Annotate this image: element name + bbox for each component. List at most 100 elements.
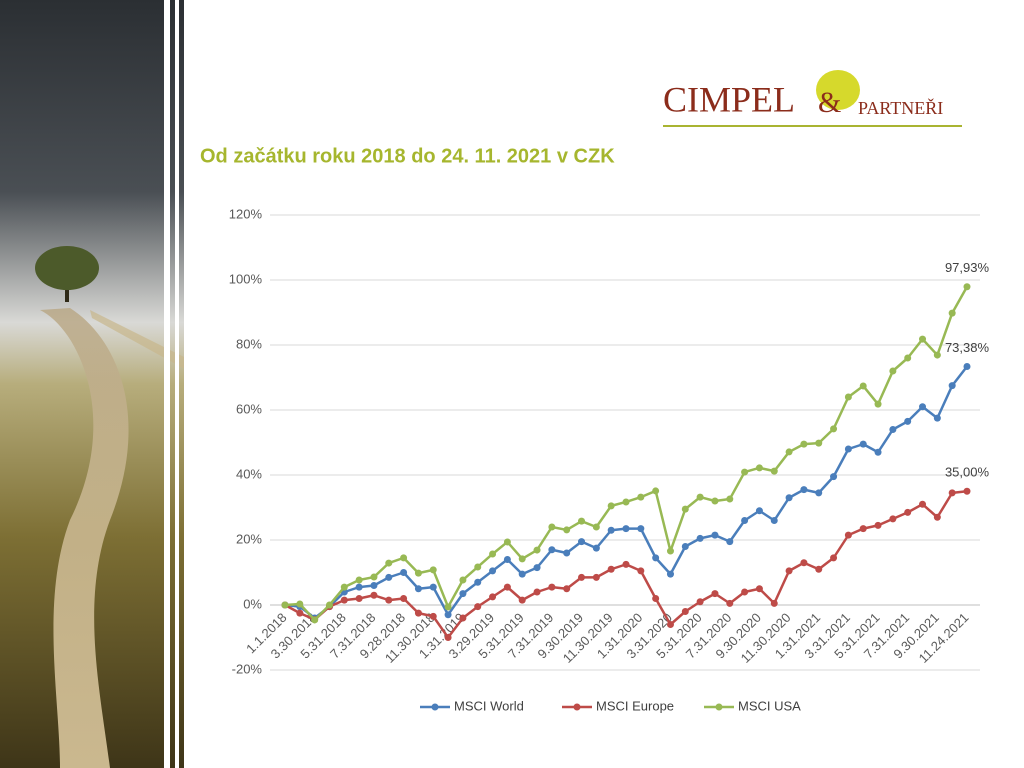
data-point	[340, 583, 348, 591]
data-point	[563, 549, 571, 557]
y-tick-label: 80%	[236, 336, 262, 351]
legend-marker	[573, 703, 581, 711]
data-point	[726, 599, 734, 607]
data-point	[785, 567, 793, 575]
data-point	[696, 534, 704, 542]
data-point	[666, 570, 674, 578]
data-point	[874, 521, 882, 529]
data-label: 35,00%	[945, 465, 990, 480]
data-point	[385, 596, 393, 604]
data-point	[844, 445, 852, 453]
background-photo	[0, 0, 190, 768]
data-point	[755, 507, 763, 515]
legend-label: MSCI USA	[738, 698, 801, 713]
data-point	[889, 515, 897, 523]
data-point	[874, 448, 882, 456]
data-point	[459, 590, 467, 598]
data-point	[503, 538, 511, 546]
y-tick-label: 120%	[229, 206, 263, 221]
data-point	[741, 588, 749, 596]
y-tick-label: -20%	[232, 661, 263, 676]
data-point	[607, 526, 615, 534]
y-tick-label: 20%	[236, 531, 262, 546]
logo-emblem	[816, 70, 860, 110]
data-point	[400, 569, 408, 576]
data-point	[726, 538, 734, 546]
data-point	[696, 493, 704, 501]
data-point	[444, 611, 452, 619]
data-point	[963, 487, 971, 495]
data-point	[296, 609, 304, 617]
data-point	[874, 400, 882, 408]
data-point	[844, 531, 852, 539]
data-point	[815, 565, 823, 573]
data-point	[474, 563, 482, 571]
data-point	[681, 608, 689, 615]
data-point	[503, 556, 511, 563]
data-point	[414, 609, 422, 617]
data-point	[770, 599, 778, 607]
data-point	[948, 309, 956, 317]
data-point	[711, 531, 719, 539]
y-tick-label: 0%	[243, 596, 262, 611]
data-point	[652, 554, 660, 562]
data-point	[622, 525, 630, 533]
data-point	[859, 382, 867, 390]
data-point	[414, 585, 422, 593]
data-point	[652, 487, 660, 495]
legend-marker	[431, 703, 439, 711]
data-point	[459, 614, 467, 622]
data-point	[963, 283, 971, 291]
data-point	[859, 440, 867, 448]
data-point	[681, 543, 689, 550]
data-point	[844, 393, 852, 401]
data-point	[800, 559, 808, 567]
data-point	[518, 555, 526, 563]
data-point	[785, 494, 793, 502]
data-point	[889, 367, 897, 375]
data-point	[607, 502, 615, 510]
data-point	[548, 583, 556, 591]
legend-marker	[715, 703, 723, 711]
data-point	[563, 585, 571, 593]
data-label: 73,38%	[945, 340, 990, 355]
data-point	[607, 565, 615, 573]
data-point	[296, 600, 304, 608]
subtitle: Od začátku roku 2018 do 24. 11. 2021 v C…	[200, 145, 615, 167]
data-point	[859, 525, 867, 533]
series-line	[284, 286, 969, 622]
logo-amp: &	[818, 86, 841, 119]
data-point	[933, 513, 941, 521]
data-point	[489, 550, 497, 558]
data-point	[755, 464, 763, 472]
data-point	[785, 448, 793, 456]
data-point	[666, 621, 674, 628]
data-point	[933, 351, 941, 359]
data-point	[503, 583, 511, 591]
data-point	[711, 590, 719, 598]
data-point	[355, 583, 363, 591]
data-point	[933, 414, 941, 422]
data-point	[681, 505, 689, 513]
data-point	[592, 523, 600, 531]
data-point	[800, 486, 808, 494]
data-point	[370, 591, 378, 599]
data-point	[400, 595, 408, 602]
data-point	[830, 473, 838, 481]
data-point	[652, 595, 660, 602]
data-point	[815, 489, 823, 497]
data-point	[518, 596, 526, 604]
data-point	[919, 335, 927, 343]
data-point	[563, 526, 571, 534]
data-point	[548, 523, 556, 531]
legend-label: MSCI Europe	[596, 698, 674, 713]
data-point	[889, 426, 897, 433]
data-point	[429, 612, 437, 620]
data-point	[311, 616, 319, 624]
data-point	[414, 569, 422, 577]
data-point	[340, 596, 348, 604]
data-point	[444, 603, 452, 611]
y-tick-label: 100%	[229, 271, 263, 286]
